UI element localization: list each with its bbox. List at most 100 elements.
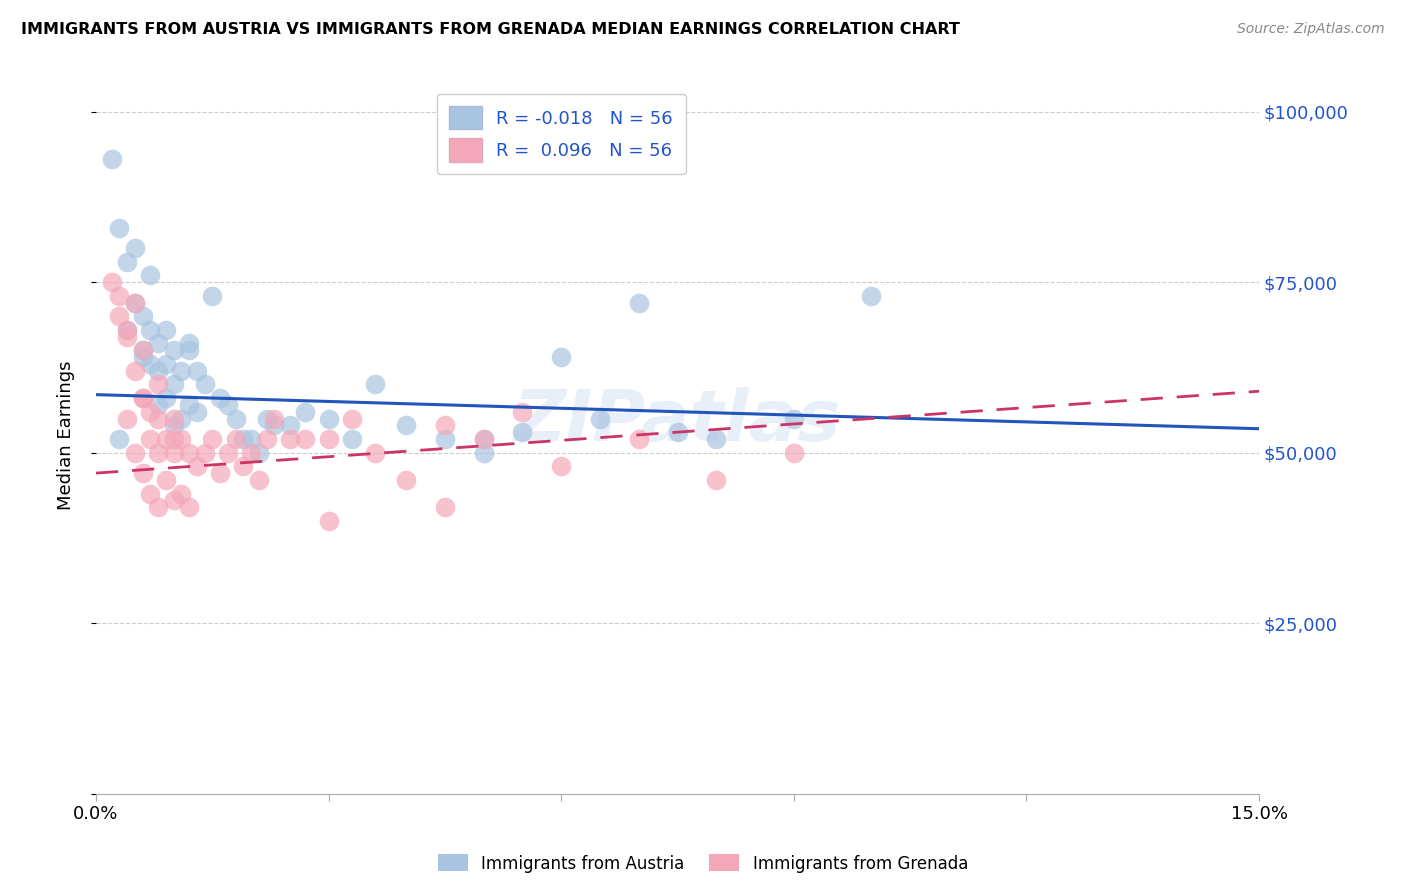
Point xyxy=(170,411,193,425)
Point xyxy=(177,398,200,412)
Point xyxy=(162,432,184,446)
Point xyxy=(294,405,316,419)
Point xyxy=(433,432,456,446)
Point xyxy=(201,289,224,303)
Point xyxy=(139,432,162,446)
Text: ZIPatlas: ZIPatlas xyxy=(513,387,841,456)
Point xyxy=(340,411,363,425)
Y-axis label: Median Earnings: Median Earnings xyxy=(58,360,75,510)
Point xyxy=(162,493,184,508)
Point xyxy=(155,473,177,487)
Point xyxy=(124,295,146,310)
Point xyxy=(108,432,131,446)
Point xyxy=(193,377,215,392)
Point xyxy=(550,459,572,474)
Point xyxy=(278,418,301,433)
Legend: R = -0.018   N = 56, R =  0.096   N = 56: R = -0.018 N = 56, R = 0.096 N = 56 xyxy=(437,94,686,174)
Point xyxy=(201,432,224,446)
Point xyxy=(155,357,177,371)
Point xyxy=(550,350,572,364)
Point xyxy=(340,432,363,446)
Point xyxy=(627,295,650,310)
Point xyxy=(209,466,232,480)
Point xyxy=(364,377,387,392)
Point xyxy=(108,220,131,235)
Point xyxy=(146,336,169,351)
Point xyxy=(225,411,247,425)
Point xyxy=(433,500,456,515)
Point xyxy=(247,445,270,459)
Point xyxy=(294,432,316,446)
Point xyxy=(704,432,727,446)
Point xyxy=(240,445,263,459)
Point xyxy=(115,411,138,425)
Point xyxy=(256,432,278,446)
Point xyxy=(146,500,169,515)
Point xyxy=(278,432,301,446)
Point xyxy=(108,289,131,303)
Point xyxy=(139,357,162,371)
Point xyxy=(146,411,169,425)
Point xyxy=(124,364,146,378)
Point xyxy=(627,432,650,446)
Point xyxy=(364,445,387,459)
Point xyxy=(512,405,534,419)
Point xyxy=(247,473,270,487)
Point xyxy=(177,336,200,351)
Point xyxy=(263,418,285,433)
Point xyxy=(115,323,138,337)
Point xyxy=(139,323,162,337)
Point xyxy=(666,425,689,439)
Legend: Immigrants from Austria, Immigrants from Grenada: Immigrants from Austria, Immigrants from… xyxy=(432,847,974,880)
Text: IMMIGRANTS FROM AUSTRIA VS IMMIGRANTS FROM GRENADA MEDIAN EARNINGS CORRELATION C: IMMIGRANTS FROM AUSTRIA VS IMMIGRANTS FR… xyxy=(21,22,960,37)
Point xyxy=(124,241,146,255)
Point xyxy=(146,377,169,392)
Point xyxy=(139,486,162,500)
Point xyxy=(146,398,169,412)
Point xyxy=(209,391,232,405)
Point xyxy=(512,425,534,439)
Point xyxy=(155,432,177,446)
Point xyxy=(256,411,278,425)
Point xyxy=(217,398,239,412)
Point xyxy=(162,343,184,358)
Point xyxy=(217,445,239,459)
Point xyxy=(177,500,200,515)
Point xyxy=(108,309,131,323)
Point xyxy=(100,153,122,167)
Point xyxy=(263,411,285,425)
Point xyxy=(115,323,138,337)
Point xyxy=(186,459,208,474)
Point xyxy=(170,486,193,500)
Point xyxy=(395,418,418,433)
Point xyxy=(124,445,146,459)
Point xyxy=(170,364,193,378)
Point xyxy=(155,391,177,405)
Point xyxy=(155,323,177,337)
Point xyxy=(131,391,153,405)
Point xyxy=(318,411,340,425)
Point xyxy=(115,254,138,268)
Point xyxy=(186,405,208,419)
Point xyxy=(240,432,263,446)
Point xyxy=(232,459,254,474)
Point xyxy=(193,445,215,459)
Point xyxy=(170,432,193,446)
Point xyxy=(131,309,153,323)
Point xyxy=(115,329,138,343)
Point xyxy=(131,343,153,358)
Point xyxy=(162,418,184,433)
Point xyxy=(139,405,162,419)
Point xyxy=(433,418,456,433)
Point xyxy=(131,466,153,480)
Point xyxy=(162,445,184,459)
Point xyxy=(186,364,208,378)
Point xyxy=(124,295,146,310)
Point xyxy=(318,514,340,528)
Point xyxy=(783,411,806,425)
Point xyxy=(225,432,247,446)
Point xyxy=(860,289,883,303)
Point xyxy=(146,445,169,459)
Point xyxy=(704,473,727,487)
Point xyxy=(177,343,200,358)
